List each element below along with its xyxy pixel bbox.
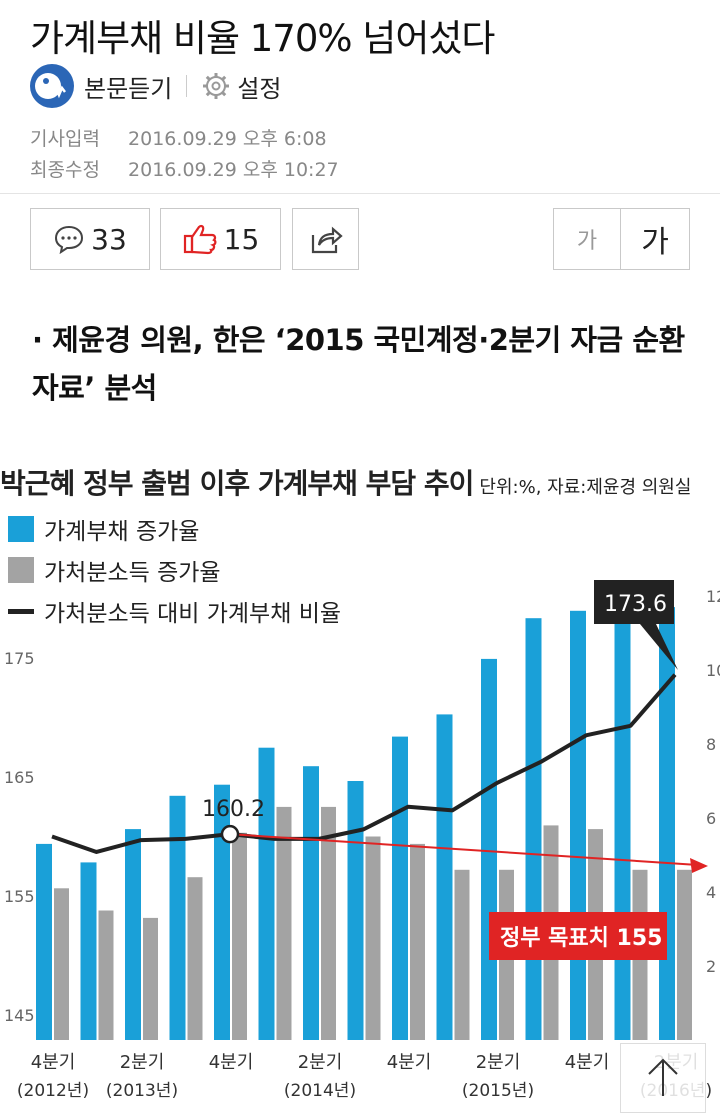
share-icon [311, 226, 343, 254]
legend-swatch-income [8, 557, 34, 583]
bar-income-growth [276, 806, 292, 1040]
bar-debt-growth [258, 747, 275, 1040]
left-axis-tick: 155 [4, 887, 35, 906]
x-tick-year-label: (2013년) [106, 1081, 178, 1101]
scroll-top-button[interactable] [620, 1043, 706, 1113]
article-summary: · 제윤경 의원, 한은 ‘2015 국민계정·2분기 자금 순환 자료’ 분석 [32, 323, 685, 405]
target-arrow-head [690, 858, 708, 873]
left-axis-tick: 145 [4, 1006, 35, 1025]
legend-swatch-debt [8, 516, 34, 542]
settings-button[interactable]: 설정 [237, 74, 282, 103]
bar-debt-growth [303, 766, 319, 1040]
ratio-line [51, 673, 677, 854]
bar-debt-growth [36, 843, 52, 1040]
x-tick-label: 4분기 [31, 1052, 76, 1073]
bar-income-growth [98, 910, 114, 1040]
right-axis-tick: 6 [706, 809, 716, 828]
x-tick-label: 4분기 [387, 1052, 432, 1073]
target-arrow-line [229, 833, 699, 866]
input-date-label: 기사입력 [30, 128, 100, 150]
font-decrease-button[interactable]: 가 [553, 208, 621, 270]
right-axis-tick: 2 [706, 957, 716, 976]
gear-icon[interactable] [201, 71, 231, 101]
x-tick-year-label: (2014년) [284, 1081, 356, 1101]
debt-chart: 175 165 155 145 12 10 8 6 4 2 160.2 173.6 정부 목표치 155… [4, 580, 720, 1101]
start-point-marker [220, 824, 240, 844]
bar-debt-growth [169, 795, 186, 1040]
legend-swatch-ratio [8, 608, 34, 614]
x-tick-year-label: (2012년) [17, 1081, 89, 1101]
modified-date: 최종수정 2016.09.29 오후 10:27 [30, 155, 339, 182]
like-count: 15 [223, 222, 260, 256]
listen-icon[interactable] [30, 64, 74, 108]
legend-label: 가계부채 증가율 [44, 519, 200, 545]
comment-icon [55, 225, 84, 254]
right-axis-tick: 10 [706, 661, 720, 680]
chart-unit-source: 단위:%, 자료:제윤경 의원실 [479, 477, 692, 498]
listen-button[interactable]: 본문듣기 [84, 74, 173, 103]
chart-title-text: 박근혜 정부 출범 이후 가계부채 부담 추이 [0, 467, 474, 500]
modified-date-label: 최종수정 [30, 159, 100, 181]
comment-button[interactable]: 33 [30, 208, 150, 270]
start-value-label: 160.2 [202, 797, 265, 822]
right-axis-tick: 8 [706, 735, 716, 754]
bar-income-growth [365, 836, 381, 1040]
x-tick-label: 2분기 [120, 1052, 165, 1073]
right-axis-tick: 4 [706, 883, 716, 902]
thumbs-up-icon [183, 224, 217, 255]
comment-count: 33 [91, 222, 127, 256]
legend-label: 가처분소득 대비 가계부채 비율 [44, 601, 342, 627]
arrow-up-icon [648, 1058, 678, 1096]
font-increase-button[interactable]: 가 [620, 208, 690, 270]
bar-debt-growth [80, 862, 97, 1040]
article-tools: 본문듣기 설정 [30, 64, 282, 108]
input-date-value: 2016.09.29 오후 6:08 [128, 128, 327, 150]
chart-title: 박근혜 정부 출범 이후 가계부채 부담 추이 단위:%, 자료:제윤경 의원실 [0, 462, 691, 502]
bar-debt-growth [614, 603, 631, 1040]
like-button[interactable]: 15 [160, 208, 281, 270]
x-tick-label: 4분기 [565, 1052, 610, 1073]
bar-debt-growth [436, 714, 453, 1040]
end-value-label: 173.6 [604, 592, 667, 617]
left-axis-tick: 175 [4, 649, 35, 668]
bar-debt-growth [125, 829, 141, 1040]
target-label: 정부 목표치 155 [500, 926, 662, 951]
x-tick-label: 2분기 [476, 1052, 521, 1073]
input-date: 기사입력 2016.09.29 오후 6:08 [30, 124, 327, 151]
legend-item-ratio: 가처분소득 대비 가계부채 비율 [8, 594, 341, 628]
bar-income-growth [54, 888, 69, 1040]
bar-income-growth [321, 806, 336, 1040]
bar-debt-growth [392, 736, 408, 1040]
article-title: 가계부채 비율 170% 넘어섰다 [30, 17, 495, 60]
bar-debt-growth [659, 607, 675, 1040]
left-axis-tick: 165 [4, 768, 35, 787]
bar-debt-growth [525, 618, 542, 1040]
bar-income-growth [187, 877, 203, 1040]
bar-income-growth [677, 869, 692, 1040]
x-tick-label: 4분기 [209, 1052, 254, 1073]
legend-item-income: 가처분소득 증가율 [8, 553, 221, 587]
modified-date-value: 2016.09.29 오후 10:27 [128, 159, 339, 181]
bar-debt-growth [481, 658, 497, 1040]
legend-label: 가처분소득 증가율 [44, 560, 221, 586]
bar-income-growth [143, 917, 158, 1040]
bar-income-growth [454, 869, 470, 1040]
bar-debt-growth [214, 784, 230, 1040]
bar-debt-growth [570, 610, 586, 1040]
x-tick-label: 2분기 [298, 1052, 343, 1073]
end-callout-pointer [640, 624, 678, 670]
divider [186, 75, 188, 97]
share-button[interactable] [292, 208, 359, 270]
end-callout-box [594, 580, 674, 624]
bar-income-growth [232, 832, 247, 1040]
bar-debt-growth [347, 781, 364, 1040]
legend-item-debt: 가계부채 증가율 [8, 512, 199, 546]
bar-income-growth [410, 843, 425, 1040]
divider [0, 193, 720, 194]
right-axis-tick: 12 [706, 587, 720, 606]
x-tick-year-label: (2015년) [462, 1081, 534, 1101]
target-box [489, 912, 667, 960]
